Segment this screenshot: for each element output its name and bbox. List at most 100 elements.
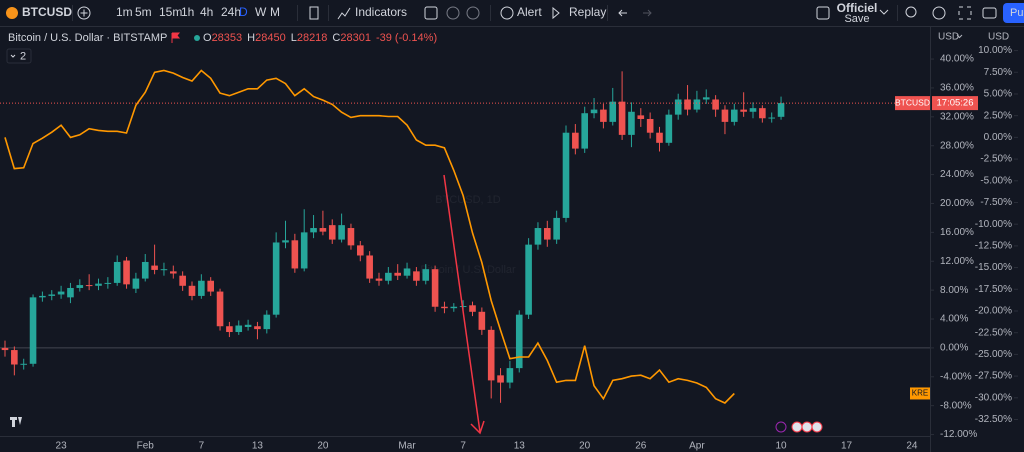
x-tick-label: 26 xyxy=(635,441,647,452)
change: -39 (-0.14%) xyxy=(376,32,437,44)
candle-body xyxy=(244,324,252,327)
ohlc-label: C xyxy=(332,32,340,44)
symbol[interactable]: BTCUSD xyxy=(22,5,72,19)
interval-button[interactable]: W xyxy=(255,5,267,19)
y-unit[interactable]: USD xyxy=(938,32,959,43)
candle-body xyxy=(338,225,345,240)
y-tick-label: 36.00% xyxy=(940,83,974,94)
annotation-arrow[interactable] xyxy=(443,174,481,433)
candle-body xyxy=(403,268,411,276)
candle-body xyxy=(188,285,196,296)
candle-body xyxy=(534,228,542,245)
y2-tick-label: -22.50% xyxy=(975,327,1012,338)
candle-body xyxy=(132,278,140,289)
candle-body xyxy=(721,109,729,122)
interval-button[interactable]: D xyxy=(239,5,248,19)
candle-body xyxy=(422,269,430,281)
layout-name[interactable]: Officiel xyxy=(837,1,878,15)
indicators-button[interactable]: Indicators xyxy=(355,5,407,19)
ohlc-legend: O28353 H28450 L28218 C28301 -39 (-0.14%) xyxy=(203,32,437,44)
y2-tick-label: -17.50% xyxy=(975,284,1012,295)
interval-button[interactable]: 15m xyxy=(159,5,182,19)
indicators-toggle[interactable] xyxy=(6,48,32,64)
countdown: 17:05:26 xyxy=(937,98,974,109)
layout-checkbox[interactable] xyxy=(816,6,830,20)
badge xyxy=(446,6,460,20)
compare-button[interactable] xyxy=(77,6,91,20)
candle-body xyxy=(562,132,570,218)
candle-body xyxy=(319,228,327,232)
event-marker[interactable] xyxy=(801,421,813,433)
layout-status: Save xyxy=(844,13,869,25)
alert-button[interactable]: Alert xyxy=(517,5,542,19)
candle-body xyxy=(674,99,682,115)
candle-body xyxy=(768,117,775,119)
x-tick-label: 13 xyxy=(252,441,264,452)
logo xyxy=(10,417,22,427)
plot-area xyxy=(0,69,930,404)
chart-type-button[interactable] xyxy=(309,6,319,20)
candle-body xyxy=(385,272,392,281)
flag-icon[interactable] xyxy=(171,32,181,43)
candle-body xyxy=(712,99,719,110)
x-tick-label: 13 xyxy=(514,441,526,452)
candle-body xyxy=(328,225,336,240)
candle-body xyxy=(441,306,448,309)
y2-tick-label: -27.50% xyxy=(975,371,1012,382)
event-marker[interactable] xyxy=(811,421,823,433)
y-tick-label: -12.00% xyxy=(940,429,977,440)
candle-body xyxy=(450,306,458,309)
y-tick-label: 20.00% xyxy=(940,198,974,209)
candle-body xyxy=(600,109,607,122)
interval-button[interactable]: 1m xyxy=(116,5,133,19)
y-tick-label: 40.00% xyxy=(940,54,974,65)
replay-button[interactable]: Replay xyxy=(569,5,606,19)
y2-tick-label: -12.50% xyxy=(975,241,1012,252)
y2-tick-label: -20.00% xyxy=(975,306,1012,317)
candle-body xyxy=(375,278,383,281)
candle-body xyxy=(740,109,747,112)
interval-button[interactable]: 4h xyxy=(200,5,213,19)
y2-unit[interactable]: USD xyxy=(988,32,1009,43)
y2-tick-label: -15.00% xyxy=(975,262,1012,273)
templates-button[interactable] xyxy=(424,6,438,20)
interval-button[interactable]: M xyxy=(270,5,280,19)
candle-body xyxy=(254,326,261,330)
layout-menu[interactable] xyxy=(879,9,889,15)
candle-body xyxy=(179,275,186,286)
interval-button[interactable]: 24h xyxy=(221,5,241,19)
x-tick-label: 24 xyxy=(906,441,918,452)
undo-button[interactable] xyxy=(618,9,627,17)
symbol-icon[interactable] xyxy=(6,7,18,19)
candle-body xyxy=(170,271,177,274)
candle-body xyxy=(487,329,495,381)
candle-body xyxy=(702,97,710,100)
candle-body xyxy=(525,244,532,315)
fullscreen-button[interactable] xyxy=(958,6,972,20)
ohlc-label: L xyxy=(291,32,297,44)
candle-body xyxy=(394,272,401,276)
interval-button[interactable]: 5m xyxy=(135,5,152,19)
candle-body xyxy=(469,305,476,312)
candle-body xyxy=(123,260,130,285)
ohlc-label: O xyxy=(203,32,212,44)
interval-button[interactable]: 1h xyxy=(181,5,194,19)
redo-button[interactable] xyxy=(643,9,652,17)
candle-body xyxy=(198,280,205,296)
candle-body xyxy=(665,114,673,143)
y2-tick-label: -25.00% xyxy=(975,349,1012,360)
event-marker[interactable] xyxy=(791,421,803,433)
ohlc-value: 28218 xyxy=(297,32,328,44)
candle-body xyxy=(1,347,9,351)
candle-body xyxy=(207,280,214,292)
search-button[interactable] xyxy=(905,6,917,18)
snapshot-button[interactable] xyxy=(982,7,997,19)
publish-button[interactable] xyxy=(1003,3,1024,23)
compare-plus xyxy=(80,9,88,17)
settings-button[interactable] xyxy=(932,6,946,20)
candle-body xyxy=(76,285,84,288)
event-marker[interactable] xyxy=(775,421,787,433)
y2-tick-label: 10.00% xyxy=(978,45,1012,56)
y2-tick-label: 5.00% xyxy=(984,89,1012,100)
